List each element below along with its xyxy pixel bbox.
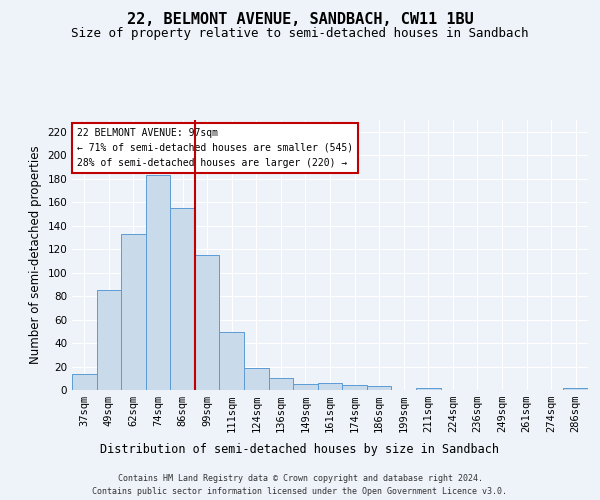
Bar: [416, 388, 440, 390]
Bar: [195, 255, 220, 390]
Bar: [244, 368, 269, 390]
Bar: [72, 374, 97, 390]
Bar: [170, 208, 195, 390]
Bar: [121, 234, 146, 390]
Bar: [367, 386, 391, 390]
Bar: [269, 378, 293, 390]
Bar: [220, 332, 244, 390]
Y-axis label: Number of semi-detached properties: Number of semi-detached properties: [29, 146, 42, 364]
Bar: [563, 388, 588, 390]
Text: Contains HM Land Registry data © Crown copyright and database right 2024.: Contains HM Land Registry data © Crown c…: [118, 474, 482, 483]
Text: 22, BELMONT AVENUE, SANDBACH, CW11 1BU: 22, BELMONT AVENUE, SANDBACH, CW11 1BU: [127, 12, 473, 28]
Text: Contains public sector information licensed under the Open Government Licence v3: Contains public sector information licen…: [92, 488, 508, 496]
Bar: [146, 175, 170, 390]
Bar: [318, 383, 342, 390]
Bar: [342, 386, 367, 390]
Text: 22 BELMONT AVENUE: 97sqm
← 71% of semi-detached houses are smaller (545)
28% of : 22 BELMONT AVENUE: 97sqm ← 71% of semi-d…: [77, 128, 353, 168]
Bar: [293, 384, 318, 390]
Text: Size of property relative to semi-detached houses in Sandbach: Size of property relative to semi-detach…: [71, 28, 529, 40]
Text: Distribution of semi-detached houses by size in Sandbach: Distribution of semi-detached houses by …: [101, 442, 499, 456]
Bar: [97, 290, 121, 390]
